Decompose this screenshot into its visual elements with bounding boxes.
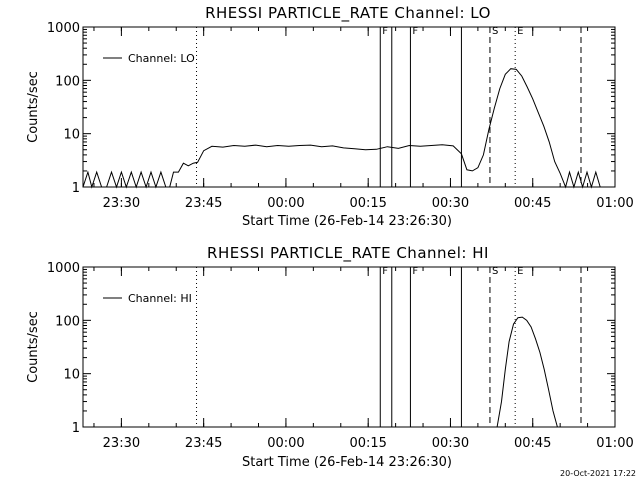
series-line — [496, 316, 558, 428]
x-tick-label: 23:45 — [185, 436, 222, 451]
legend-label: Channel: LO — [128, 52, 195, 65]
y-tick-label: 1000 — [47, 261, 80, 276]
plot-frame — [82, 266, 616, 428]
chart-panel-lo: RHESSI PARTICLE_RATE Channel: LO Counts/… — [26, 4, 634, 229]
x-axis-label: Start Time (26-Feb-14 23:26:30) — [242, 214, 452, 229]
y-tick-label: 100 — [55, 74, 80, 89]
time-marker-label: E — [517, 266, 523, 277]
x-tick-label: 00:00 — [267, 196, 304, 211]
x-tick-label: 00:15 — [349, 196, 386, 211]
y-tick-label: 1 — [72, 181, 80, 196]
legend-label: Channel: HI — [128, 292, 192, 305]
x-tick-label: 00:45 — [514, 436, 551, 451]
time-marker-label: S — [492, 266, 498, 277]
chart-title: RHESSI PARTICLE_RATE Channel: LO — [205, 4, 491, 23]
time-marker-label: F — [412, 266, 418, 277]
x-tick-label: 00:30 — [432, 436, 469, 451]
chart-title: RHESSI PARTICLE_RATE Channel: HI — [207, 244, 489, 263]
y-axis-label: Counts/sec — [26, 71, 41, 143]
x-tick-label: 01:00 — [596, 196, 633, 211]
x-axis-label: Start Time (26-Feb-14 23:26:30) — [242, 455, 452, 470]
x-tick-label: 23:45 — [185, 196, 222, 211]
y-tick-label: 10 — [63, 128, 80, 143]
time-marker-label: S — [492, 26, 498, 37]
y-tick-label: 1000 — [47, 21, 80, 36]
x-tick-label: 00:45 — [514, 196, 551, 211]
x-tick-label: 00:30 — [432, 196, 469, 211]
time-marker-label: F — [382, 266, 388, 277]
y-axis-label: Counts/sec — [26, 311, 41, 383]
time-marker-label: F — [412, 26, 418, 37]
plot-frame — [82, 26, 616, 188]
x-tick-label: 23:30 — [103, 436, 140, 451]
chart-panel-hi: RHESSI PARTICLE_RATE Channel: HI Counts/… — [26, 244, 634, 470]
x-tick-label: 23:30 — [103, 196, 140, 211]
y-tick-label: 100 — [55, 314, 80, 329]
x-tick-label: 00:15 — [349, 436, 386, 451]
y-tick-label: 1 — [72, 421, 80, 436]
time-marker-label: F — [382, 26, 388, 37]
x-tick-label: 00:00 — [267, 436, 304, 451]
x-tick-label: 01:00 — [596, 436, 633, 451]
time-marker-label: E — [517, 26, 523, 37]
y-tick-label: 10 — [63, 368, 80, 383]
series-line — [82, 68, 601, 189]
timestamp: 20-Oct-2021 17:22 — [560, 469, 636, 478]
